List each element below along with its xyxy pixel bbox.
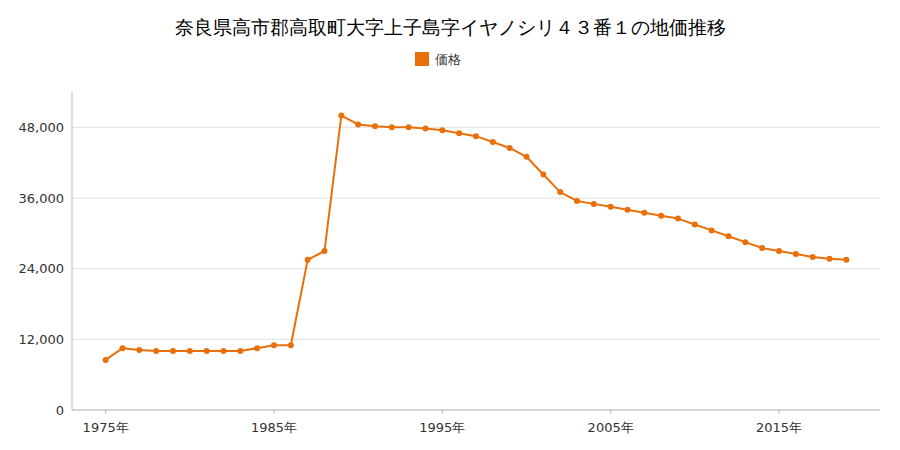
marker xyxy=(187,348,193,354)
marker xyxy=(237,348,243,354)
marker xyxy=(170,348,176,354)
marker xyxy=(456,130,462,136)
marker xyxy=(692,222,698,228)
marker xyxy=(221,348,227,354)
marker xyxy=(153,348,159,354)
marker xyxy=(389,124,395,130)
marker xyxy=(204,348,210,354)
marker xyxy=(271,342,277,348)
legend: 価格 xyxy=(415,52,461,67)
marker xyxy=(793,251,799,257)
marker xyxy=(608,204,614,210)
marker xyxy=(507,145,513,151)
marker xyxy=(322,248,328,254)
marker xyxy=(742,239,748,245)
marker xyxy=(675,216,681,222)
y-axis-line xyxy=(72,92,73,410)
marker xyxy=(338,113,344,119)
marker xyxy=(136,347,142,353)
x-tick-label: 2015年 xyxy=(756,420,802,435)
x-tick-label: 1995年 xyxy=(419,420,465,435)
x-tick xyxy=(779,410,780,414)
grid-line xyxy=(72,339,880,340)
chart: 奈良県高市郡高取町大字上子島字イヤノシリ４３番１の地価推移 0 12,000 24,0… xyxy=(0,0,900,450)
marker xyxy=(540,171,546,177)
marker xyxy=(288,342,294,348)
grid-line xyxy=(72,410,880,411)
x-tick xyxy=(610,410,611,414)
x-tick-label: 1985年 xyxy=(251,420,297,435)
marker xyxy=(759,245,765,251)
y-tick-label: 48,000 xyxy=(19,120,65,135)
grid-line xyxy=(72,268,880,269)
x-tick xyxy=(274,410,275,414)
grid xyxy=(72,127,880,410)
marker xyxy=(810,254,816,260)
legend-swatch xyxy=(415,52,429,66)
y-tick-label: 36,000 xyxy=(19,191,65,206)
x-tick-label: 2005年 xyxy=(588,420,634,435)
legend-label: 価格 xyxy=(435,52,461,67)
y-tick-label: 12,000 xyxy=(19,332,65,347)
marker xyxy=(423,126,429,132)
marker xyxy=(120,345,126,351)
marker xyxy=(355,121,361,127)
marker xyxy=(641,210,647,216)
marker xyxy=(473,133,479,139)
x-axis-line xyxy=(72,410,880,411)
marker xyxy=(254,345,260,351)
y-tick-label: 0 xyxy=(56,403,64,418)
y-tick-label: 24,000 xyxy=(19,261,65,276)
grid-line xyxy=(72,198,880,199)
marker xyxy=(591,201,597,207)
marker xyxy=(305,257,311,263)
marker xyxy=(709,227,715,233)
data-group xyxy=(103,113,850,363)
marker xyxy=(439,127,445,133)
x-tick xyxy=(442,410,443,414)
line xyxy=(106,116,847,360)
x-tick xyxy=(105,410,106,414)
title: 奈良県高市郡高取町大字上子島字イヤノシリ４３番１の地価推移 xyxy=(175,16,726,38)
marker xyxy=(574,198,580,204)
marker xyxy=(776,248,782,254)
marker xyxy=(658,213,664,219)
marker xyxy=(406,124,412,130)
grid-line xyxy=(72,127,880,128)
marker xyxy=(557,189,563,195)
marker xyxy=(726,233,732,239)
marker xyxy=(372,123,378,129)
marker xyxy=(524,154,530,160)
x-tick-label: 1975年 xyxy=(83,420,129,435)
marker xyxy=(843,257,849,263)
marker xyxy=(490,139,496,145)
marker xyxy=(625,207,631,213)
marker xyxy=(103,357,109,363)
marker xyxy=(827,256,833,262)
